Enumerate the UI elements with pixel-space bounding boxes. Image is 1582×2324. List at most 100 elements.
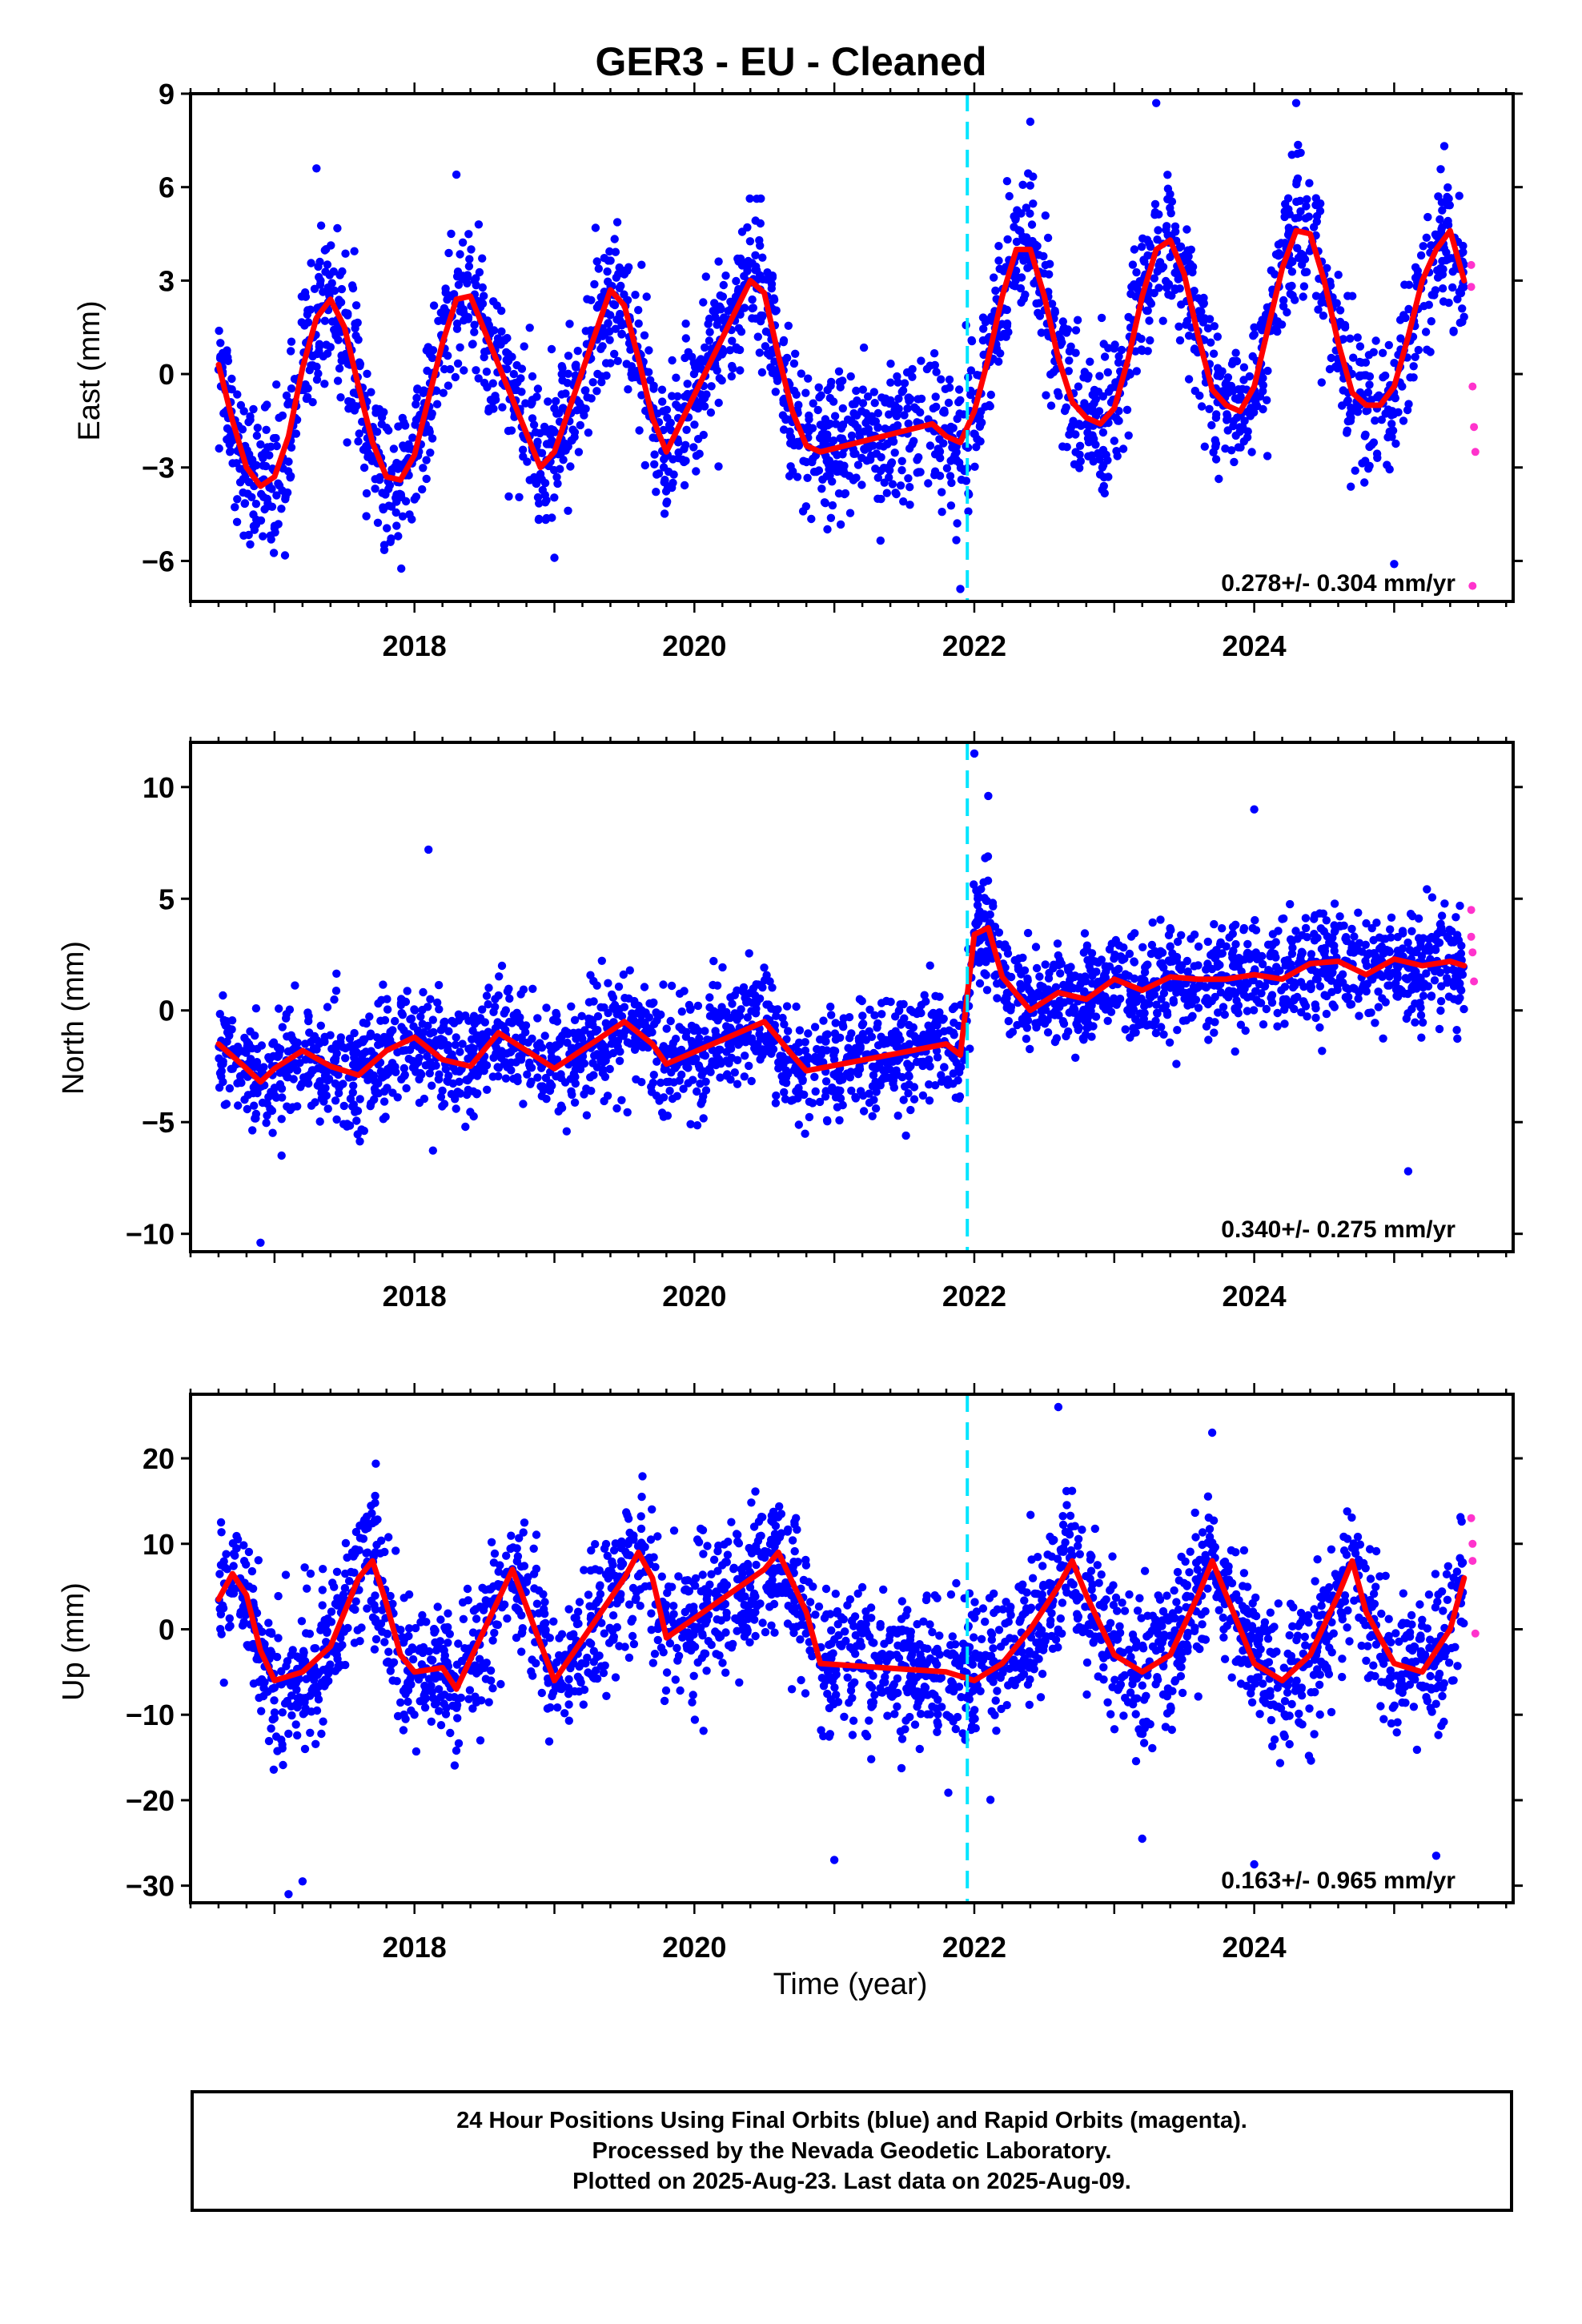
north-final-point (1211, 1018, 1219, 1027)
east-final-point (478, 254, 487, 263)
north-final-point (458, 1039, 467, 1048)
north-final-point (847, 1086, 856, 1096)
north-final-point (376, 1016, 385, 1025)
north-final-point (1218, 924, 1227, 933)
east-final-point (379, 505, 387, 514)
east-final-point (1164, 279, 1174, 288)
east-final-point (1427, 291, 1436, 300)
north-final-point (1022, 1035, 1031, 1043)
north-final-point (540, 1031, 549, 1040)
east-final-point (719, 280, 728, 290)
east-final-point (232, 517, 242, 526)
north-final-point (1273, 1022, 1282, 1031)
east-final-point (732, 276, 741, 286)
north-final-point (501, 1074, 511, 1083)
east-final-point (367, 388, 375, 396)
east-final-point (761, 342, 770, 351)
east-final-point (558, 404, 568, 412)
east-final-point (986, 402, 994, 411)
north-final-point (649, 1071, 658, 1080)
east-final-point (753, 332, 762, 341)
north-final-point (1452, 1026, 1461, 1035)
east-final-point (1182, 316, 1192, 325)
north-final-point (339, 1101, 348, 1111)
east-final-point (1287, 267, 1297, 276)
east-final-point (1163, 171, 1172, 179)
east-final-point (596, 344, 605, 353)
north-final-point (484, 999, 492, 1009)
north-rate-label: 0.340+/- 0.275 mm/yr (1221, 1216, 1456, 1243)
east-final-point (552, 472, 561, 481)
north-final-point (904, 1071, 913, 1080)
east-final-point (1400, 280, 1409, 289)
east-final-point (327, 317, 337, 326)
north-final-point (438, 1086, 447, 1096)
north-final-point (661, 1047, 670, 1056)
north-final-point (771, 1099, 781, 1108)
east-final-point (1203, 324, 1213, 333)
east-final-point (1438, 206, 1447, 215)
north-final-point (415, 1098, 424, 1108)
north-final-point (730, 991, 739, 999)
east-final-point (781, 415, 790, 424)
north-final-point (1158, 959, 1166, 968)
east-final-point (913, 468, 921, 477)
east-final-point (1315, 207, 1325, 215)
north-final-point (482, 991, 492, 1000)
north-final-point (900, 1014, 909, 1023)
north-final-point (1412, 946, 1421, 955)
east-final-point (1343, 416, 1353, 426)
north-final-point (407, 1014, 416, 1023)
east-final-point (1060, 406, 1070, 416)
east-final-point (1355, 342, 1365, 351)
east-final-point (1137, 243, 1146, 251)
north-final-point (379, 1087, 389, 1096)
east-final-point (447, 229, 456, 239)
north-final-point (881, 1074, 890, 1083)
east-final-point (864, 424, 873, 433)
east-final-point (711, 362, 720, 371)
north-final-point (571, 1072, 580, 1081)
north-final-point (926, 1062, 934, 1071)
north-final-point (1235, 954, 1243, 963)
east-final-point (1100, 352, 1110, 361)
east-final-point (1303, 195, 1311, 203)
east-final-point (1387, 407, 1397, 416)
north-final-point (533, 1014, 542, 1023)
north-final-point (1419, 991, 1428, 1000)
north-final-point (398, 1011, 408, 1019)
east-final-point (652, 470, 661, 479)
east-final-point (1247, 448, 1256, 456)
north-final-point (495, 972, 504, 981)
east-final-point (1053, 388, 1062, 396)
east-final-point (689, 369, 699, 379)
east-final-point (814, 383, 823, 392)
north-final-point (933, 1053, 942, 1062)
east-final-point (1041, 211, 1050, 220)
east-final-point (791, 349, 800, 358)
north-final-point (1114, 941, 1124, 950)
east-final-point (1360, 432, 1370, 440)
east-final-point (1414, 345, 1423, 355)
east-final-point (792, 390, 801, 399)
east-final-point (398, 512, 408, 521)
east-final-points (214, 99, 1468, 593)
east-final-point (665, 420, 674, 429)
east-final-point (1111, 378, 1120, 387)
north-final-point (1071, 1053, 1080, 1063)
north-final-point (821, 1092, 830, 1101)
east-final-point (1155, 258, 1165, 267)
north-final-point (671, 1035, 681, 1043)
north-final-point (403, 987, 412, 995)
north-final-point (988, 899, 998, 907)
north-final-point (827, 1011, 836, 1019)
east-final-point (335, 364, 344, 373)
north-final-point (383, 1005, 392, 1014)
east-final-point (1355, 357, 1364, 367)
east-final-point (1231, 348, 1240, 357)
north-final-point (1435, 939, 1444, 947)
east-final-point (615, 283, 624, 292)
east-final-point (888, 480, 897, 489)
north-final-point (993, 994, 1002, 1003)
north-final-point (420, 1027, 428, 1037)
